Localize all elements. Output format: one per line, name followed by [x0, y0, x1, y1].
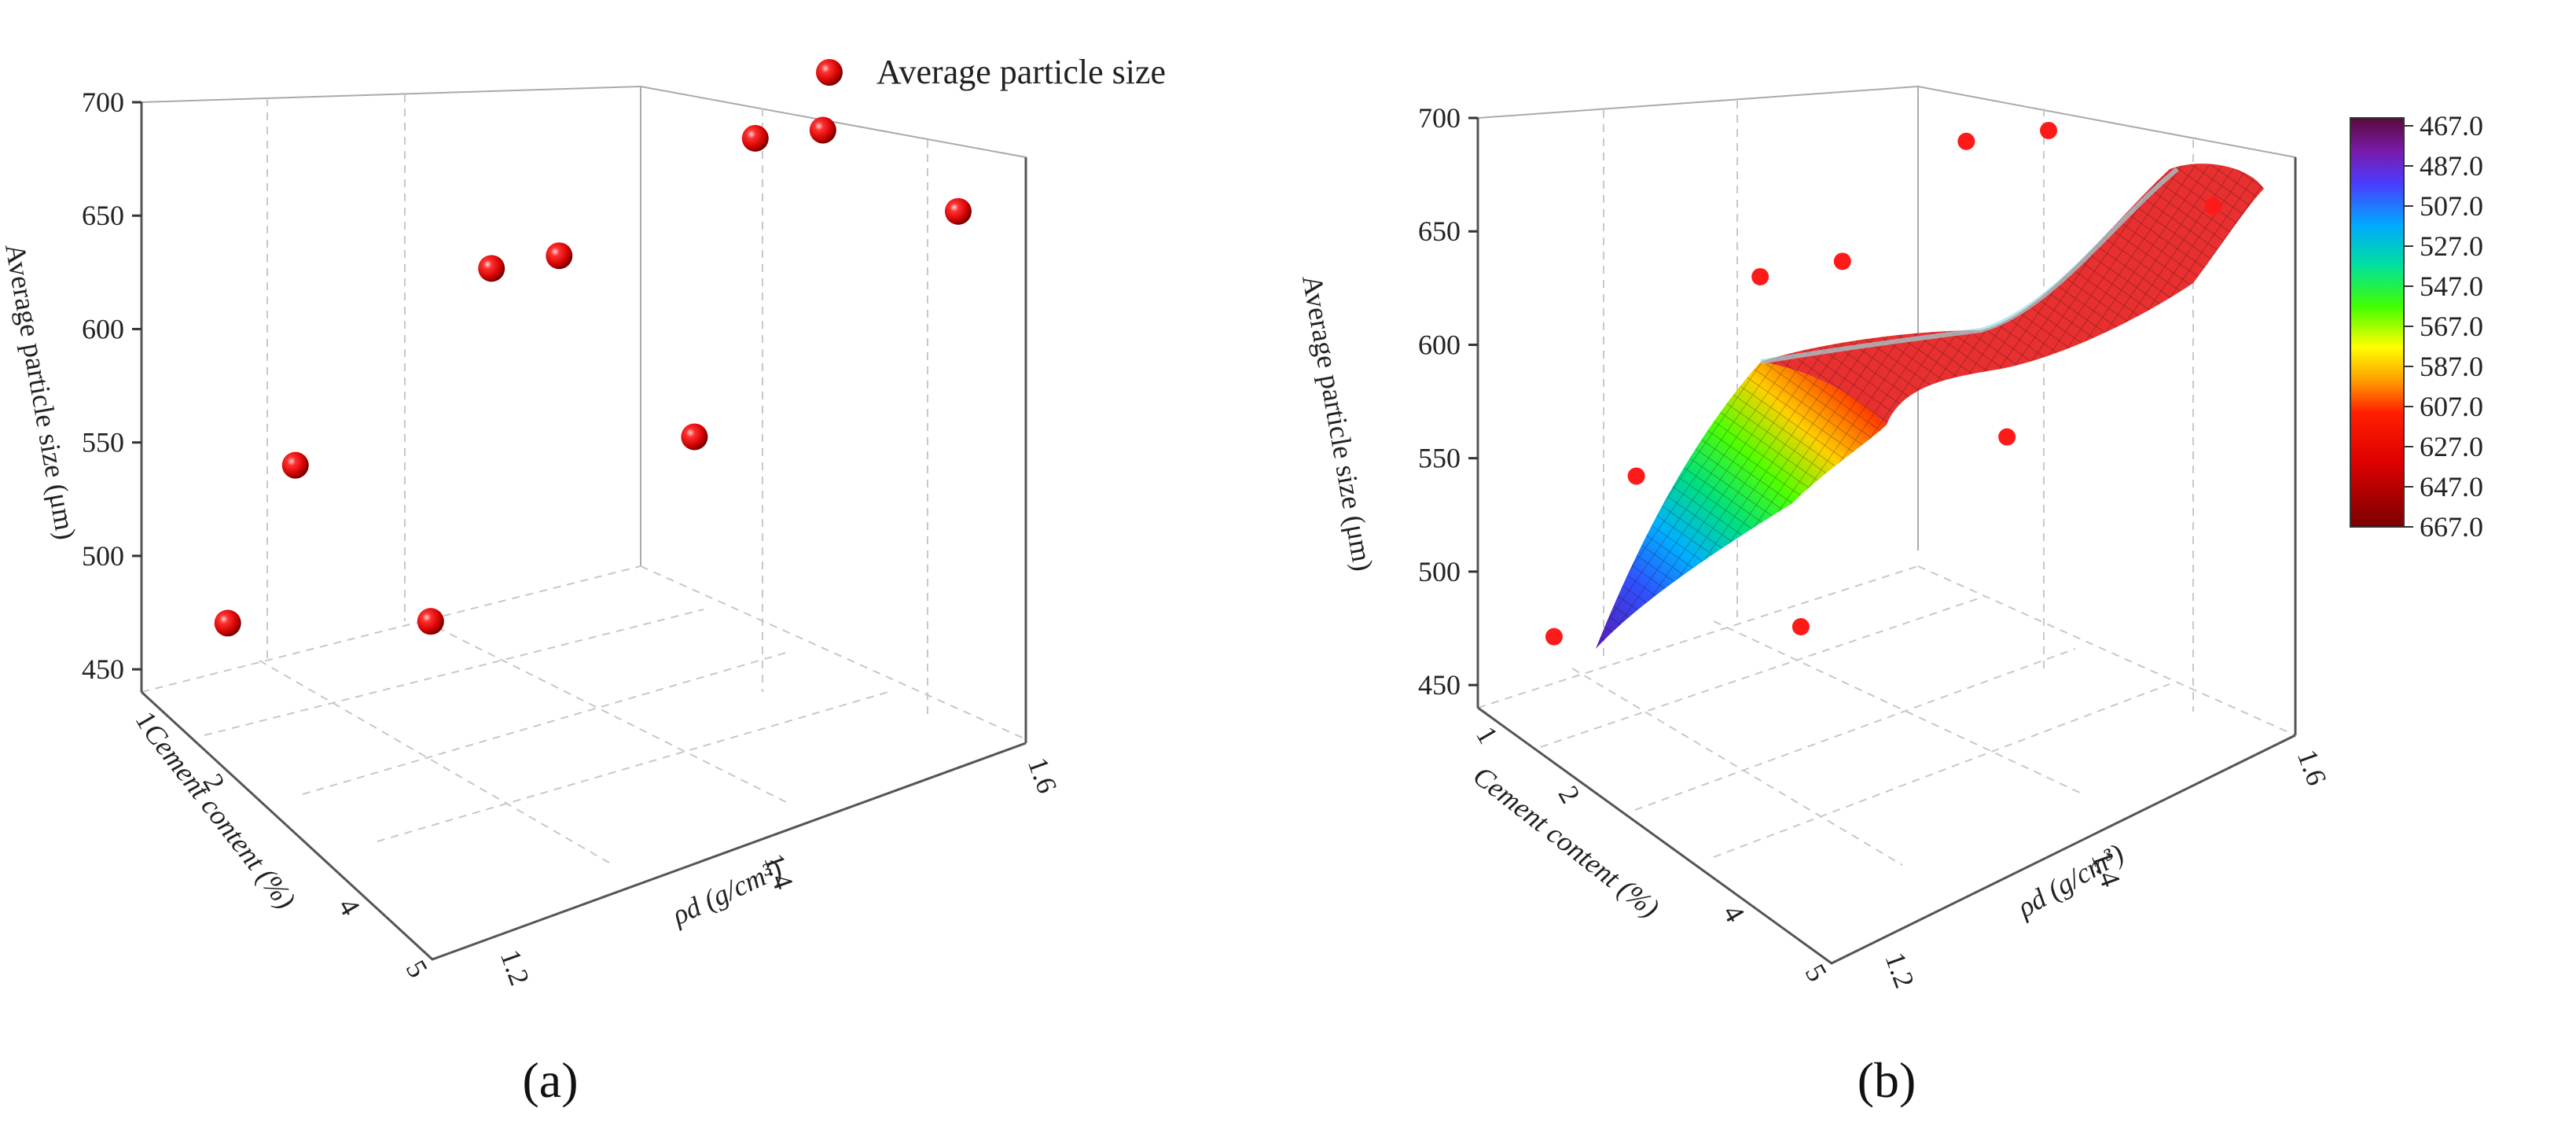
data-point — [281, 451, 309, 479]
x-tick-label: 5 — [1799, 959, 1834, 987]
colorbar-gradient — [2350, 117, 2405, 528]
data-point — [1751, 267, 1769, 285]
panel-b-fitted-surface — [1596, 164, 2264, 649]
x-tick-label: 4 — [1717, 900, 1751, 928]
z-tick-label: 700 — [1418, 102, 1461, 134]
panel-b-x-axis-title: Cement content (%) — [1468, 760, 1665, 924]
panel-a-z-axis-title: Average particle size (μm) — [0, 241, 83, 543]
panel-b-data-points — [1545, 121, 2222, 646]
data-point — [2040, 121, 2058, 139]
data-point — [1957, 132, 1975, 150]
colorbar-label: 527.0 — [2420, 230, 2483, 262]
panel-b-colorbar: 467.0 487.0 507.0 527.0 547.0 567.0 587.0 607.0… — [2350, 110, 2483, 543]
x-tick-label: 2 — [1553, 780, 1587, 808]
x-tick-label: 5 — [400, 955, 435, 983]
z-tick-label: 500 — [82, 540, 124, 572]
colorbar-label: 567.0 — [2420, 311, 2483, 342]
x-tick-label: 1 — [1470, 721, 1505, 749]
z-tick-label: 550 — [82, 427, 124, 458]
z-tick-label: 450 — [1418, 669, 1461, 701]
z-tick-label: 650 — [1418, 215, 1461, 247]
panel-b-surface-chart: 450 500 550 600 650 700 Average particle size… — [1296, 85, 2483, 1108]
surface-lower-lobe-mesh — [1596, 362, 1887, 649]
colorbar-label: 607.0 — [2420, 391, 2483, 422]
z-tick-label: 550 — [1418, 443, 1461, 474]
panel-b-x-axis: 1 2 4 5 — [1470, 721, 1833, 987]
colorbar-label: 487.0 — [2420, 150, 2483, 182]
data-point — [1791, 618, 1810, 636]
surface-upper-sheet-mesh — [1761, 164, 2264, 425]
x-tick-label: 4 — [333, 893, 367, 921]
colorbar-label: 587.0 — [2420, 351, 2483, 382]
panel-a-caption: (a) — [522, 1052, 578, 1108]
data-point — [1833, 252, 1851, 271]
z-tick-label: 600 — [82, 313, 124, 344]
panel-b-z-axis-title: Average particle size (μm) — [1296, 273, 1380, 574]
colorbar-label: 667.0 — [2420, 511, 2483, 543]
panel-a-data-points — [214, 116, 972, 637]
colorbar-label: 547.0 — [2420, 271, 2483, 302]
z-tick-label: 600 — [1418, 329, 1461, 360]
y-tick-label: 1.2 — [494, 945, 536, 989]
panel-b-z-axis: 450 500 550 600 650 700 — [1418, 102, 1478, 701]
panel-a-y-axis-title: ρd (g/cm³) — [667, 853, 787, 932]
data-point — [681, 423, 708, 451]
panel-a-legend: Average particle size — [816, 53, 1166, 91]
y-tick-label: 1.2 — [1879, 948, 1920, 992]
data-point — [1998, 428, 2016, 446]
panel-a-scatter-chart: 450 500 550 600 650 700 Average particle size… — [0, 53, 1166, 1108]
y-tick-label: 1.6 — [1022, 753, 1064, 797]
data-point — [478, 255, 505, 282]
z-tick-label: 650 — [82, 200, 124, 231]
z-tick-label: 500 — [1418, 556, 1461, 587]
panel-a-back-walls — [140, 85, 1027, 961]
colorbar-label: 467.0 — [2420, 110, 2483, 142]
z-tick-label: 450 — [82, 653, 124, 685]
legend-label: Average particle size — [876, 53, 1166, 91]
data-point — [214, 609, 241, 637]
surface-ridge-highlight — [1760, 167, 2179, 364]
legend-marker — [816, 59, 843, 86]
data-point — [1545, 628, 1563, 646]
data-point — [944, 197, 972, 225]
panel-b-caption: (b) — [1858, 1052, 1916, 1108]
data-point — [741, 124, 769, 152]
colorbar-label: 627.0 — [2420, 431, 2483, 462]
data-point — [546, 242, 573, 270]
y-tick-label: 1.6 — [2291, 745, 2333, 790]
data-point — [1627, 467, 1645, 485]
panel-a-z-axis: 450 500 550 600 650 700 — [82, 86, 141, 685]
colorbar-label: 647.0 — [2420, 471, 2483, 502]
data-point — [2204, 197, 2222, 215]
data-point — [417, 608, 444, 635]
z-tick-label: 700 — [82, 86, 124, 118]
colorbar-label: 507.0 — [2420, 190, 2483, 222]
data-point — [809, 116, 836, 144]
